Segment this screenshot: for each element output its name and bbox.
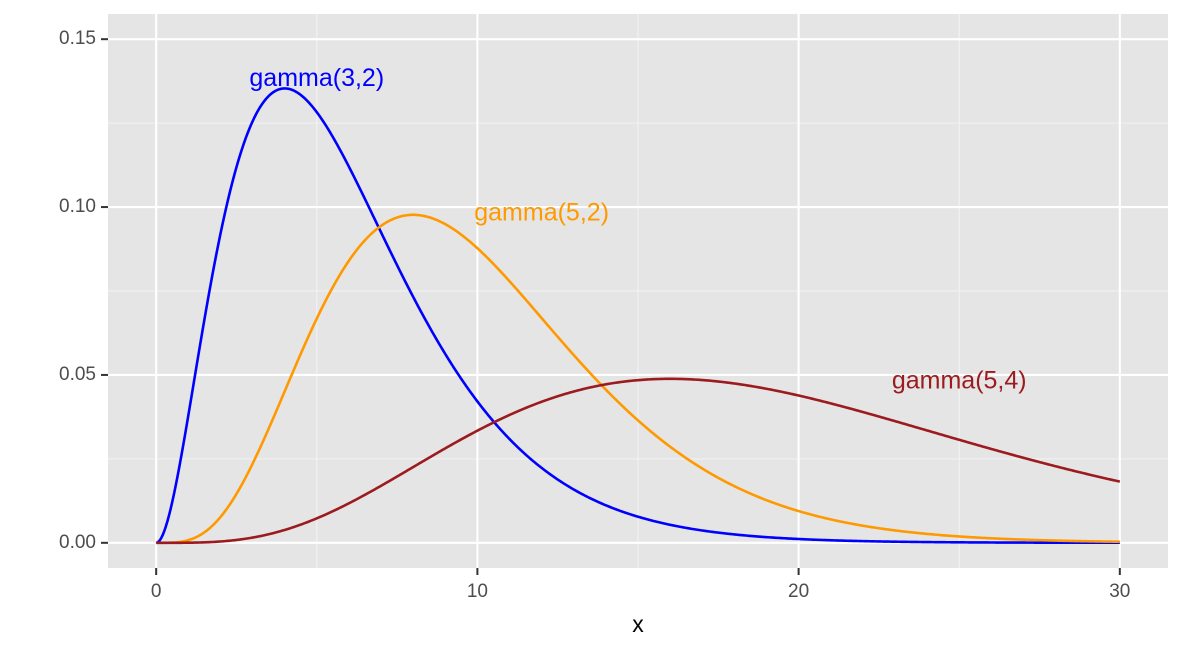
x-tick-label: 20 — [788, 581, 809, 602]
density-curves — [155, 87, 1121, 545]
y-tick-label: 0.10 — [59, 196, 96, 217]
x-tick-label: 30 — [1109, 581, 1130, 602]
axis-ticks — [101, 38, 1121, 575]
minor-gridlines — [108, 14, 1168, 568]
x-axis-title: x — [632, 611, 644, 637]
x-tick-label: 10 — [467, 581, 488, 602]
curve-label: gamma(5,2) — [474, 198, 609, 226]
series-line-gamma-5-4 — [156, 377, 1121, 545]
series-line-gamma-5-2 — [156, 213, 1120, 545]
y-tick-label: 0.05 — [59, 364, 96, 385]
curve-label: gamma(3,2) — [249, 64, 384, 92]
y-tick-label: 0.15 — [59, 28, 96, 49]
series-line-gamma-3-2 — [155, 87, 1120, 545]
x-tick-label: 0 — [151, 581, 162, 602]
curve-labels: gamma(3,2) gamma(5,2) gamma(5,4) — [249, 64, 1026, 394]
y-tick-label: 0.00 — [59, 532, 96, 553]
curve-label: gamma(5,4) — [892, 366, 1027, 394]
axis-tick-labels: 0 10 20 30 0.00 0.05 0.10 0.15 — [59, 28, 1130, 602]
